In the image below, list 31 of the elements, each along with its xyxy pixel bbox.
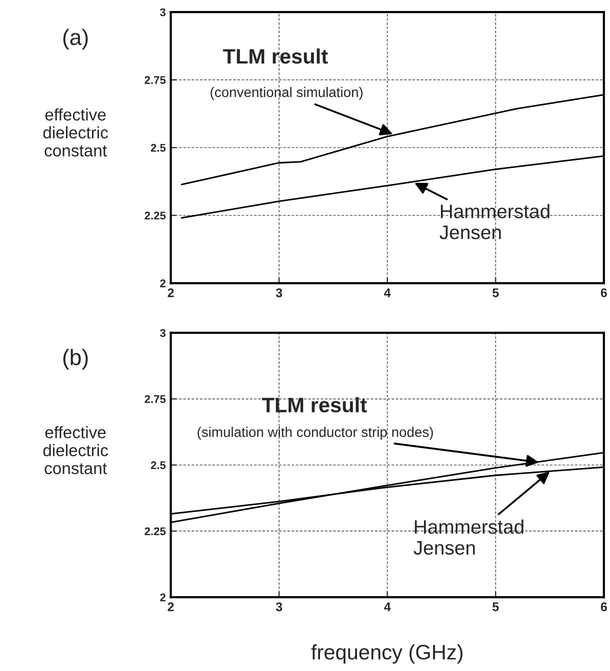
annotation: (simulation with conductor strip nodes)	[198, 426, 433, 440]
x-tick-label: 4	[384, 288, 391, 298]
y-tick-label: 2	[160, 593, 166, 602]
annotation: (conventional simulation)	[210, 86, 363, 100]
text: (a)	[63, 28, 88, 50]
x-axis-title: frequency (GHz)	[311, 644, 462, 664]
text: (b)	[63, 348, 88, 370]
x-tick-label: 3	[276, 602, 282, 612]
x-tick-label: 2	[168, 602, 174, 612]
annotation: Hammerstad Jensen	[440, 204, 550, 240]
x-tick-label: 3	[276, 288, 282, 298]
x-tick-label: 4	[384, 602, 391, 612]
x-tick-label: 5	[492, 288, 499, 298]
y-axis-title: effective dielectric constant	[43, 426, 108, 474]
y-axis-title: effective dielectric constant	[43, 108, 108, 156]
y-tick-label: 2	[160, 279, 166, 288]
annotation: Hammerstad Jensen	[414, 519, 524, 555]
x-tick-label: 6	[600, 288, 607, 298]
x-tick-label: 2	[168, 288, 174, 298]
x-tick-label: 6	[600, 602, 607, 612]
y-tick-label: 2.75	[144, 395, 166, 404]
x-tick-label: 5	[492, 602, 499, 612]
y-tick-label: 2.75	[144, 76, 166, 84]
annotation: TLM result	[262, 397, 367, 412]
y-tick-label: 2.25	[144, 527, 166, 536]
y-tick-label: 3	[160, 8, 166, 16]
annotation: TLM result	[223, 48, 328, 64]
y-tick-label: 2.5	[150, 144, 166, 152]
y-tick-label: 2.25	[144, 212, 166, 220]
y-tick-label: 2.5	[150, 461, 166, 470]
y-tick-label: 3	[160, 329, 166, 337]
